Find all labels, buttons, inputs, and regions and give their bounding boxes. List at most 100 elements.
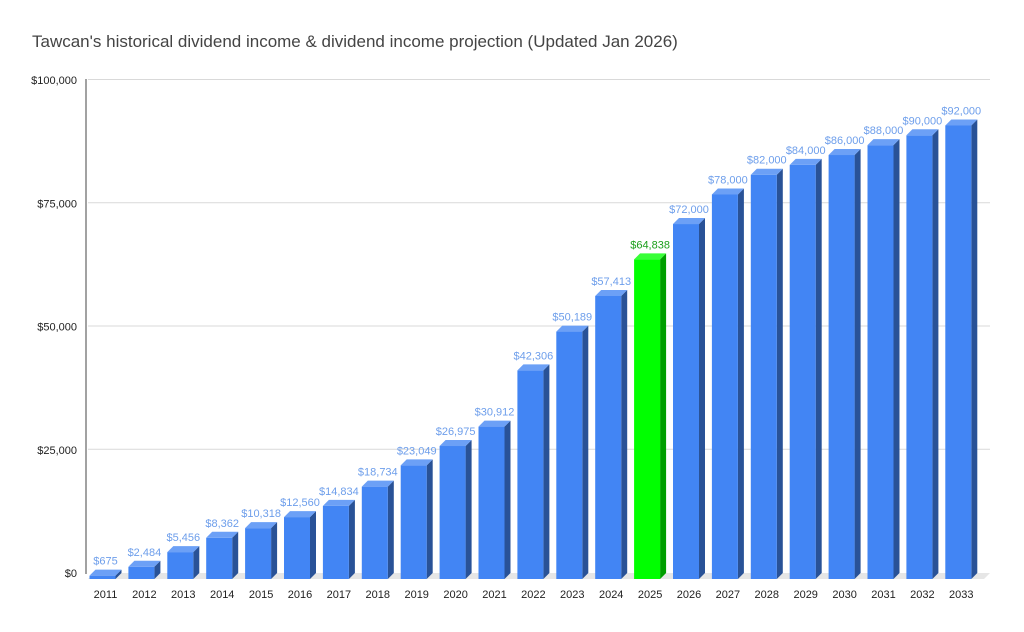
- bar-top: [361, 480, 394, 487]
- bar-front: [789, 164, 816, 579]
- data-label: $72,000: [669, 204, 709, 216]
- bar-side: [699, 218, 705, 580]
- bar-side: [426, 459, 433, 579]
- bar-side: [115, 569, 122, 579]
- bar: [867, 139, 900, 579]
- bar-top: [906, 129, 939, 136]
- x-tick-label: 2021: [482, 589, 506, 601]
- x-tick-label: 2020: [443, 589, 467, 601]
- x-tick-label: 2028: [755, 589, 779, 601]
- bar-side: [776, 168, 783, 580]
- bar: [322, 499, 355, 579]
- bar: [789, 158, 822, 579]
- y-tick-label: $75,000: [37, 198, 77, 210]
- bar-side: [543, 364, 550, 579]
- bar-side: [271, 522, 278, 579]
- bar-side: [854, 149, 861, 579]
- data-label: $30,912: [475, 407, 515, 419]
- bar: [206, 531, 239, 579]
- bar-front: [673, 224, 699, 580]
- x-tick-label: 2018: [366, 589, 390, 601]
- data-label: $82,000: [747, 155, 787, 167]
- x-tick-label: 2022: [521, 589, 545, 601]
- bar: [89, 569, 122, 579]
- bar: [478, 420, 511, 579]
- bar-side: [310, 511, 316, 579]
- data-label: $50,189: [552, 312, 592, 324]
- bar-front: [945, 125, 972, 579]
- bar-top: [439, 440, 472, 447]
- bar-front: [206, 537, 233, 579]
- bar-side: [582, 325, 589, 579]
- bar-top: [595, 289, 628, 296]
- bar-side: [893, 139, 900, 579]
- bar-side: [387, 480, 394, 579]
- bar: [828, 149, 861, 579]
- x-tick-label: 2033: [949, 589, 973, 601]
- x-tick-label: 2013: [171, 589, 195, 601]
- bar-side: [193, 546, 200, 579]
- bar-top: [945, 119, 978, 126]
- data-label: $5,456: [166, 532, 200, 544]
- bar: [556, 325, 589, 579]
- bar-top: [284, 511, 316, 518]
- bar-top: [89, 569, 122, 576]
- x-tick-label: 2032: [910, 589, 934, 601]
- data-label: $8,362: [205, 518, 239, 530]
- data-label: $78,000: [708, 174, 748, 186]
- bar-front: [245, 528, 272, 579]
- bar-top: [322, 499, 355, 506]
- bar-front: [906, 135, 933, 580]
- bar-front: [867, 145, 894, 579]
- x-tick-label: 2027: [716, 589, 740, 601]
- x-tick-label: 2011: [94, 589, 118, 601]
- bar: [945, 119, 978, 579]
- x-tick-label: 2029: [793, 589, 817, 601]
- y-tick-label: $50,000: [37, 322, 77, 334]
- bar-front: [595, 295, 622, 579]
- bar-front: [828, 155, 855, 579]
- data-label: $92,000: [941, 105, 981, 117]
- bar-side: [348, 499, 355, 579]
- x-tick-label: 2026: [677, 589, 701, 601]
- bar: [400, 459, 433, 579]
- bar-top: [634, 253, 667, 260]
- data-label: $26,975: [436, 426, 476, 438]
- x-axis-ticks: 2011 2012 2013 2014 2015 2016 2017 2018 2019 2020…: [94, 589, 974, 601]
- bar-side: [932, 129, 939, 580]
- bar-front: [284, 517, 310, 579]
- bar-front: [322, 505, 349, 579]
- bar-front: [89, 575, 116, 579]
- data-label: $57,413: [591, 276, 631, 288]
- bar-side: [621, 289, 628, 579]
- bar-front: [711, 194, 738, 579]
- y-tick-label: $0: [65, 568, 77, 580]
- x-tick-label: 2023: [560, 589, 584, 601]
- chart-title: Tawcan's historical dividend income & di…: [32, 32, 678, 51]
- bar: [750, 168, 783, 580]
- bar-side: [154, 560, 161, 579]
- bar: [634, 253, 667, 579]
- data-label: $23,049: [397, 445, 437, 457]
- bar-top: [828, 149, 861, 156]
- data-label: $675: [93, 556, 117, 568]
- bar-front: [750, 174, 777, 580]
- bar-side: [465, 440, 472, 579]
- bar: [128, 560, 161, 579]
- bar-top: [556, 325, 589, 332]
- data-label: $84,000: [786, 145, 826, 157]
- bar-top: [517, 364, 550, 371]
- bar-top: [400, 459, 433, 466]
- data-label: $90,000: [903, 115, 943, 127]
- data-label: $2,484: [128, 547, 162, 559]
- bar-top: [673, 218, 705, 225]
- bar-front: [400, 465, 427, 579]
- bar-side: [815, 158, 822, 579]
- bar: [245, 522, 278, 579]
- x-tick-label: 2015: [249, 589, 273, 601]
- bars: [89, 119, 978, 580]
- bar-front: [634, 259, 661, 579]
- bar-side: [971, 119, 978, 579]
- bar-front: [439, 446, 466, 579]
- bar-top: [789, 158, 822, 165]
